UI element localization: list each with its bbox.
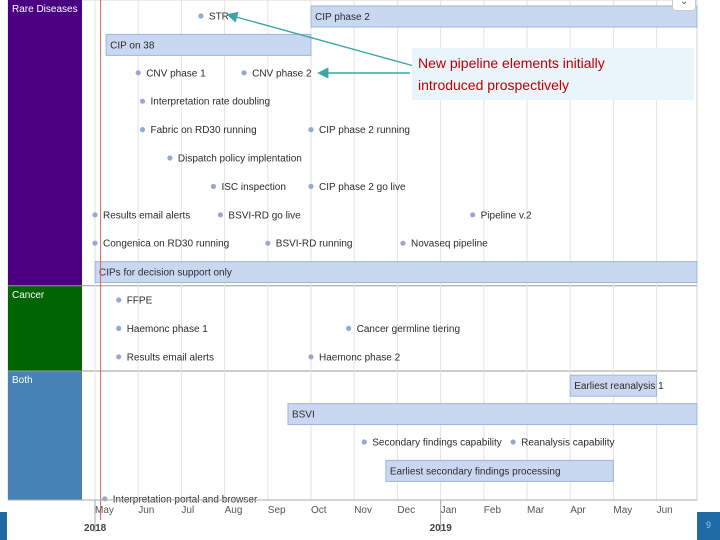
callout-line-2: introduced prospectively [418,77,569,93]
milestone-dot-fabric-on-rd30-running [139,127,146,133]
x-tick-label-1: Jun [138,505,154,516]
milestone-dot-cnv-phase-2 [241,70,247,76]
callout-line-1: New pipeline elements initially [418,55,605,71]
group-label-both: Both [12,375,33,386]
group-label-panel-rare-diseases [8,0,82,286]
milestone-label-haemonc-phase-1: Haemonc phase 1 [127,324,209,335]
bar-label-cips-for-decision-support-only: CIPs for decision support only [99,268,232,279]
x-tick-label-6: Nov [354,505,372,516]
year-label-1: 2019 [430,523,453,534]
milestone-dot-novaseq-pipeline [400,240,406,246]
milestone-dot-results-email-alerts [116,354,122,360]
x-tick-label-7: Dec [397,505,415,516]
bar-label-earliest-secondary-findings-processing: Earliest secondary findings processing [390,466,561,477]
bar-label-bsvi: BSVI [292,410,315,421]
slide-footer-strip-left [0,512,7,540]
milestone-dot-bsvi-rd-running [265,240,271,246]
x-tick-label-10: Mar [527,505,545,516]
milestone-label-haemonc-phase-2: Haemonc phase 2 [319,352,401,363]
milestone-label-results-email-alerts: Results email alerts [127,352,214,363]
x-tick-label-0: May [95,505,114,516]
group-label-panel-both [8,371,82,500]
bar-label-cip-on-38: CIP on 38 [110,40,155,51]
x-tick-label-9: Feb [484,505,502,516]
group-label-cancer: Cancer [12,290,45,301]
milestone-label-interpretation-rate-doubling: Interpretation rate doubling [151,97,271,108]
milestone-label-ffpe: FFPE [127,296,153,307]
milestone-label-bsvi-rd-running: BSVI-RD running [276,239,353,250]
bar-cips-for-decision-support-only [94,261,698,284]
milestone-label-str: STR [209,12,229,23]
milestone-label-cip-phase-2-go-live: CIP phase 2 go live [319,182,406,193]
annotation-arrow-str [226,11,415,67]
milestone-dot-bsvi-rd-go-live [217,212,224,218]
milestone-dot-results-email-alerts [92,212,98,218]
milestone-label-pipeline-v-2: Pipeline v.2 [481,210,532,221]
milestone-dot-cip-phase-2-go-live [308,183,314,189]
milestone-label-cnv-phase-2: CNV phase 2 [252,68,312,79]
milestone-dot-str [198,13,204,19]
milestone-dot-reanalysis-capability [510,439,516,445]
milestone-dot-haemonc-phase-2 [308,354,314,360]
bar-label-earliest-reanalysis-1: Earliest reanalysis 1 [574,381,664,392]
group-label-panel-cancer [8,285,82,371]
milestone-label-bsvi-rd-go-live: BSVI-RD go live [228,210,301,221]
milestone-label-congenica-on-rd30-running: Congenica on RD30 running [103,239,229,250]
collapse-button[interactable]: ⌄ [672,0,696,11]
milestone-dot-dispatch-policy-implentation [167,155,173,161]
x-tick-label-13: Jun [657,505,673,516]
x-tick-label-11: Apr [570,505,586,516]
milestone-label-cancer-germline-tiering: Cancer germline tiering [357,324,460,335]
bar-earliest-reanalysis-1 [569,374,658,397]
chevron-down-icon: ⌄ [680,0,689,7]
milestone-dot-secondary-findings-capability [361,439,367,445]
milestone-label-reanalysis-capability: Reanalysis capability [521,438,614,449]
milestone-label-secondary-findings-capability: Secondary findings capability [372,438,502,449]
bar-cip-phase-2 [310,5,698,28]
milestone-dot-congenica-on-rd30-running [92,240,98,246]
x-tick-label-4: Sep [268,505,286,516]
milestone-dot-haemonc-phase-1 [116,325,122,331]
bar-cip-on-38 [105,33,312,56]
milestone-label-dispatch-policy-implentation: Dispatch policy implentation [178,154,302,165]
milestone-dot-cnv-phase-1 [135,70,141,76]
milestone-dot-interpretation-rate-doubling [139,98,146,104]
milestone-label-novaseq-pipeline: Novaseq pipeline [411,239,488,250]
bar-bsvi [287,403,698,426]
milestone-dot-pipeline-v-2 [470,212,476,218]
x-tick-label-3: Aug [225,505,243,516]
x-tick-label-5: Oct [311,505,327,516]
milestone-label-results-email-alerts: Results email alerts [103,210,190,221]
year-label-0: 2018 [84,523,107,534]
group-label-rare-diseases: Rare Diseases [12,4,78,15]
milestone-dot-cip-phase-2-running [308,127,314,133]
slide-page-number: 9 [706,520,712,530]
bar-label-cip-phase-2: CIP phase 2 [315,12,370,23]
milestone-dot-interpretation-portal-and-browser [102,496,108,502]
milestone-dot-isc-inspection [210,183,217,189]
milestone-label-cip-phase-2-running: CIP phase 2 running [319,125,410,136]
milestone-label-isc-inspection: ISC inspection [221,182,285,193]
milestone-label-cnv-phase-1: CNV phase 1 [146,68,206,79]
bar-earliest-secondary-findings-processing [385,459,614,482]
milestone-dot-cancer-germline-tiering [346,325,352,331]
annotation-callout: New pipeline elements initially introduc… [412,48,694,100]
x-tick-label-2: Jul [181,505,194,516]
milestone-dot-ffpe [116,297,122,303]
slide-footer-strip-right [697,512,720,540]
x-tick-label-12: May [613,505,632,516]
milestone-label-fabric-on-rd30-running: Fabric on RD30 running [151,125,257,136]
x-tick-label-8: Jan [441,505,457,516]
